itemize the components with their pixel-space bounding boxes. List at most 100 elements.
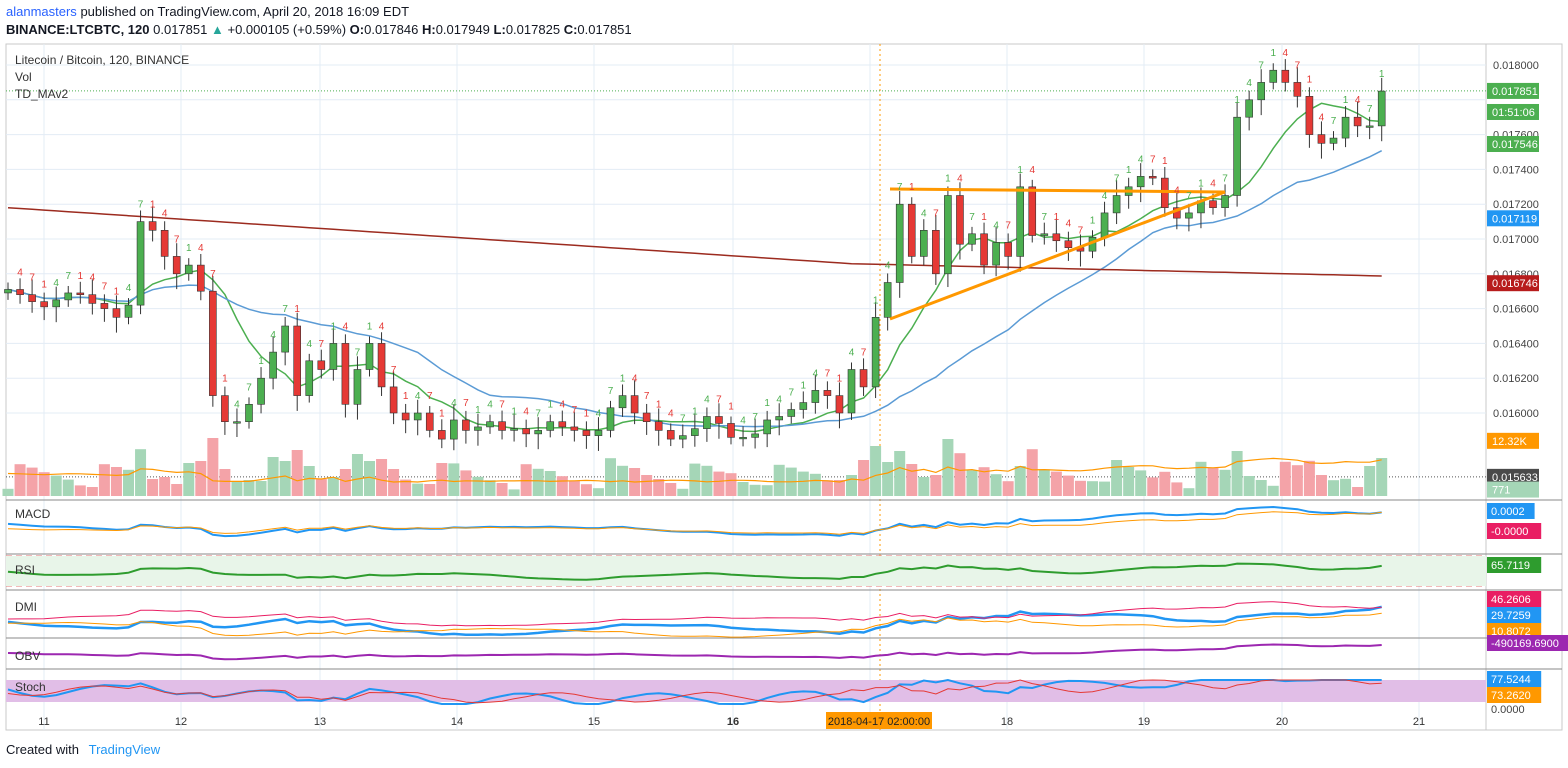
candle-body[interactable]: [221, 395, 229, 423]
candle-body[interactable]: [365, 343, 374, 370]
candle-body[interactable]: [835, 395, 844, 414]
candle-body[interactable]: [968, 233, 976, 245]
candle-body[interactable]: [112, 308, 121, 318]
candle-body[interactable]: [1341, 116, 1350, 139]
candle-body[interactable]: [172, 256, 181, 275]
candle-body[interactable]: [317, 360, 326, 370]
candle-body[interactable]: [1004, 242, 1012, 257]
candle-body[interactable]: [1148, 176, 1157, 179]
candle-body[interactable]: [907, 203, 916, 257]
candle-body[interactable]: [932, 230, 940, 275]
candle-body[interactable]: [510, 428, 518, 431]
candle-body[interactable]: [257, 377, 265, 405]
candle-body[interactable]: [486, 421, 494, 428]
candle-body[interactable]: [389, 386, 398, 414]
candle-body[interactable]: [787, 409, 796, 417]
candle-body[interactable]: [727, 423, 735, 438]
candle-body[interactable]: [462, 419, 470, 431]
candle-body[interactable]: [859, 369, 868, 388]
candle-body[interactable]: [474, 426, 482, 431]
candle-body[interactable]: [1305, 96, 1314, 135]
candle-body[interactable]: [1377, 90, 1386, 127]
candle-body[interactable]: [546, 421, 555, 431]
candle-body[interactable]: [534, 430, 543, 435]
candle-body[interactable]: [148, 221, 157, 231]
candle-body[interactable]: [437, 430, 446, 440]
candle-body[interactable]: [209, 290, 217, 396]
candle-body[interactable]: [1040, 233, 1049, 236]
candle-body[interactable]: [1185, 212, 1193, 219]
candle-body[interactable]: [871, 316, 880, 388]
candle-body[interactable]: [305, 360, 314, 396]
candle-body[interactable]: [739, 437, 747, 440]
candle-body[interactable]: [329, 343, 338, 370]
candle-body[interactable]: [413, 412, 422, 421]
candle-body[interactable]: [944, 195, 952, 275]
candle-body[interactable]: [498, 421, 506, 431]
candle-body[interactable]: [691, 428, 699, 436]
candle-body[interactable]: [1293, 82, 1302, 97]
candle-body[interactable]: [136, 221, 145, 306]
candle-body[interactable]: [184, 264, 193, 275]
candle-body[interactable]: [703, 416, 711, 429]
candle-body[interactable]: [992, 242, 1000, 266]
candle-body[interactable]: [40, 301, 48, 308]
candle-body[interactable]: [1016, 186, 1025, 257]
candle-body[interactable]: [594, 430, 603, 436]
candle-body[interactable]: [1136, 176, 1145, 188]
candle-body[interactable]: [269, 351, 277, 379]
candle-body[interactable]: [28, 294, 36, 302]
candle-body[interactable]: [425, 412, 434, 431]
candle-body[interactable]: [956, 195, 964, 245]
candle-body[interactable]: [197, 264, 205, 292]
candle-body[interactable]: [1221, 195, 1229, 208]
candle-body[interactable]: [233, 421, 241, 424]
candle-body[interactable]: [570, 426, 579, 431]
candle-body[interactable]: [678, 435, 687, 440]
candle-body[interactable]: [618, 395, 627, 409]
candle-body[interactable]: [606, 407, 615, 431]
candle-body[interactable]: [64, 292, 73, 301]
candle-body[interactable]: [1245, 99, 1253, 118]
candle-body[interactable]: [1269, 69, 1278, 83]
candle-body[interactable]: [847, 369, 856, 414]
candle-body[interactable]: [88, 294, 97, 304]
author-link[interactable]: alanmasters: [6, 4, 77, 19]
candle-body[interactable]: [4, 289, 12, 294]
candle-body[interactable]: [1257, 82, 1265, 101]
candle-body[interactable]: [281, 325, 289, 353]
candle-body[interactable]: [642, 412, 651, 422]
candle-body[interactable]: [450, 419, 458, 440]
candle-body[interactable]: [1209, 200, 1217, 208]
candle-body[interactable]: [160, 230, 169, 257]
candle-body[interactable]: [1281, 69, 1290, 83]
candle-body[interactable]: [654, 421, 663, 431]
candle-body[interactable]: [980, 233, 988, 266]
candle-body[interactable]: [799, 402, 808, 410]
candle-body[interactable]: [341, 343, 350, 405]
candlesticks[interactable]: [4, 59, 1386, 451]
candle-body[interactable]: [377, 343, 386, 388]
candle-body[interactable]: [124, 304, 133, 318]
candle-body[interactable]: [1100, 212, 1109, 238]
candle-body[interactable]: [715, 416, 723, 424]
candle-body[interactable]: [401, 412, 410, 421]
candle-body[interactable]: [751, 433, 759, 438]
candle-body[interactable]: [1329, 137, 1338, 144]
tradingview-logo-link[interactable]: TradingView: [88, 742, 161, 757]
candle-body[interactable]: [895, 203, 904, 283]
candle-body[interactable]: [1112, 195, 1121, 214]
candle-body[interactable]: [582, 430, 591, 436]
candle-body[interactable]: [1028, 186, 1037, 236]
candle-body[interactable]: [76, 292, 85, 295]
candle-body[interactable]: [630, 395, 639, 414]
candle-body[interactable]: [353, 369, 362, 405]
time-axis[interactable]: 11 12 13 14 15 16 2018-04-17 02:00:00 18 19 20 21: [38, 712, 1425, 729]
candle-body[interactable]: [1353, 116, 1362, 127]
candle-body[interactable]: [823, 390, 832, 396]
candle-body[interactable]: [293, 325, 302, 396]
candle-body[interactable]: [763, 419, 771, 435]
candle-body[interactable]: [1052, 233, 1061, 242]
candle-body[interactable]: [522, 428, 530, 435]
